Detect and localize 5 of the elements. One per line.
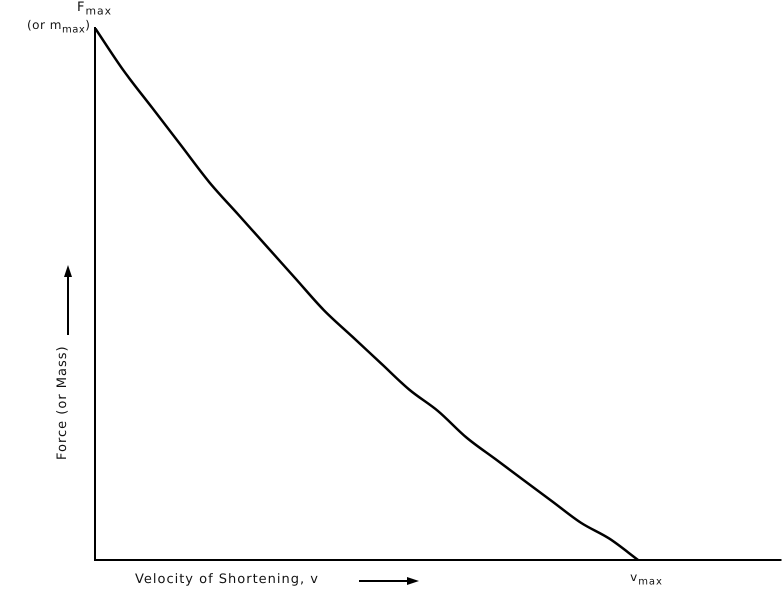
y-axis-title: Force (or Mass)	[55, 345, 70, 460]
text: F$_{max}$	[77, 0, 112, 18]
text: (or m$_{max}$)	[27, 18, 90, 36]
text: v$_{max}$	[630, 570, 663, 588]
x-axis-title: Velocity of Shortening, v	[135, 572, 319, 587]
